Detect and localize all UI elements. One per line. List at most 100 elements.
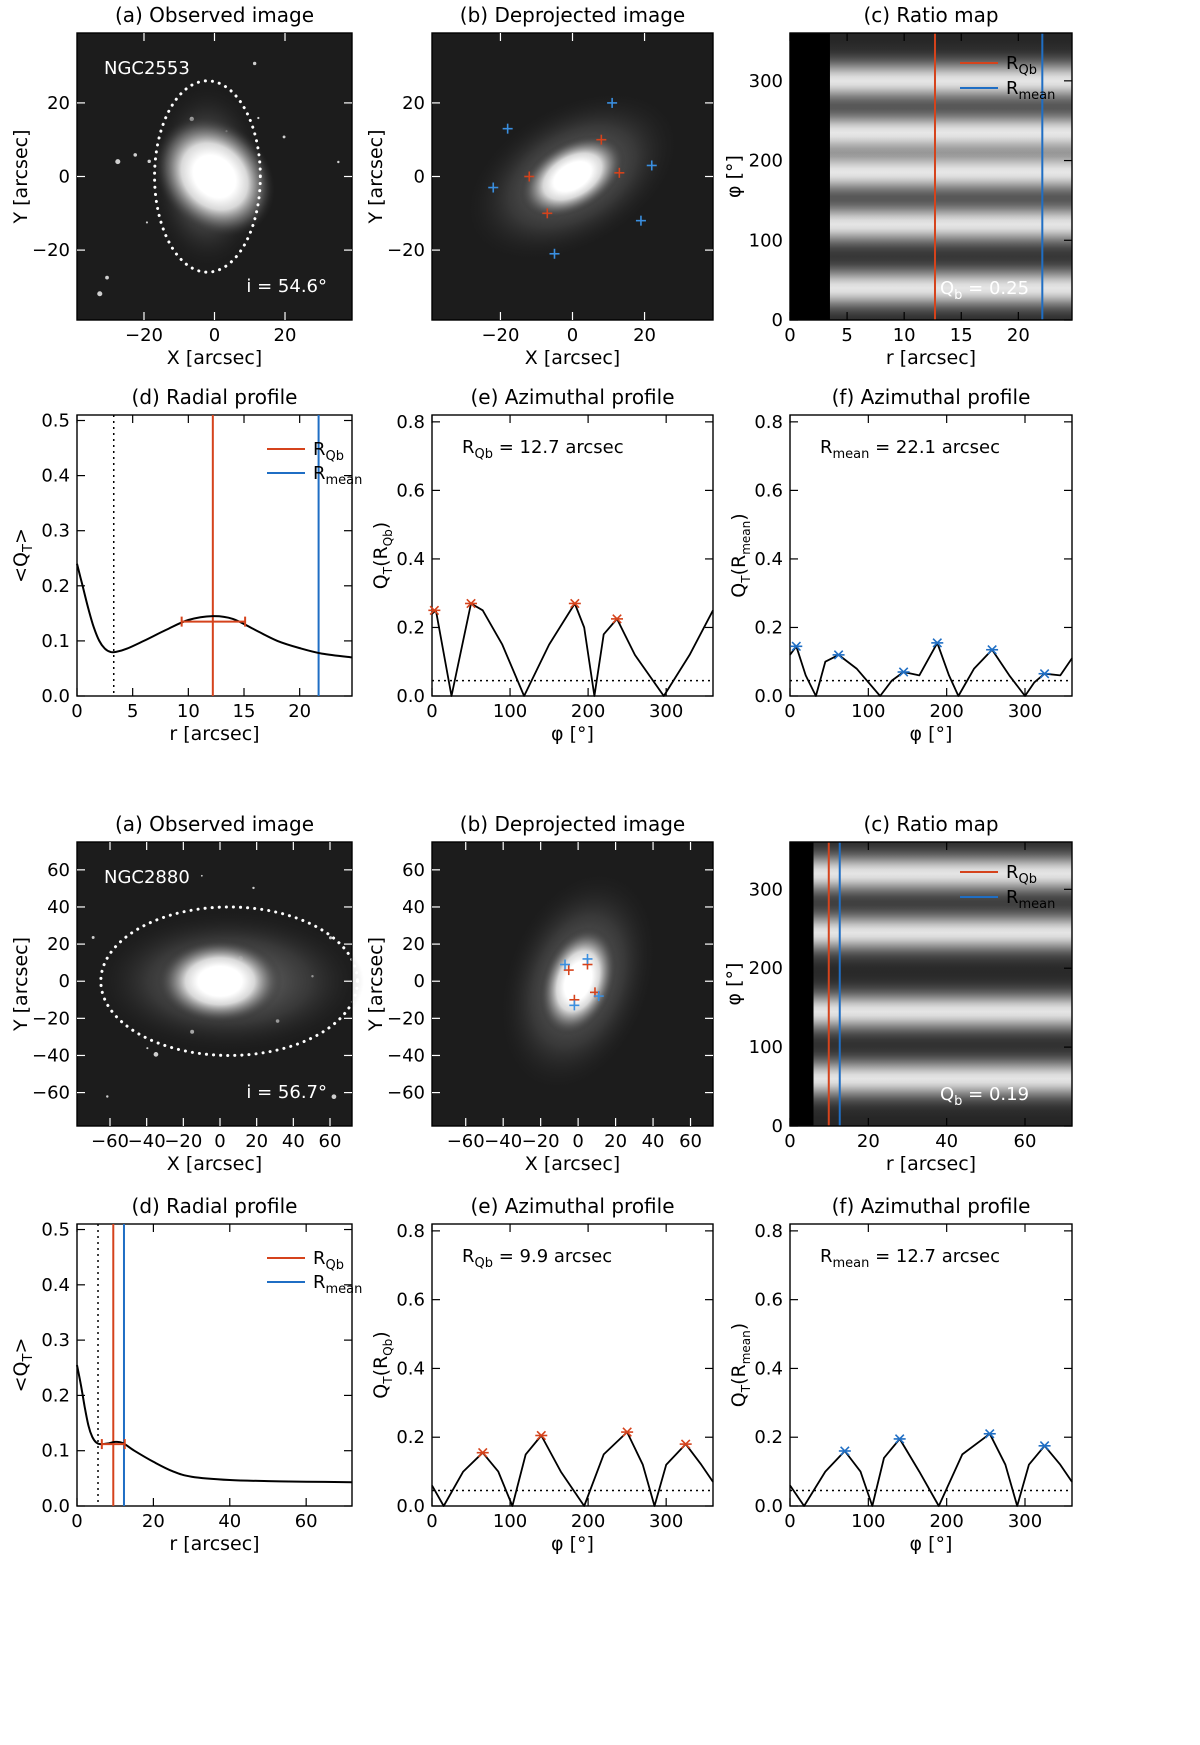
g1-e-frame	[431, 414, 714, 697]
g2-a-ytick-label: 20	[47, 934, 70, 955]
g2-e-radius-label: RQb = 9.9 arcsec	[462, 1246, 612, 1271]
g2-c-ratio-map	[790, 842, 1072, 1126]
g2-a-ytick-label: 60	[47, 860, 70, 881]
g1-b-xlabel: X [arcsec]	[525, 347, 620, 369]
g2-f-peak-marker	[840, 1446, 850, 1456]
g2-e-ytick-label: 0.6	[396, 1290, 425, 1311]
g2-c-masked-region	[790, 842, 814, 1126]
g1-a-galaxy-core	[154, 116, 275, 237]
g1-f-peak-marker	[1039, 668, 1050, 679]
g2-b-xlabel: X [arcsec]	[525, 1153, 620, 1175]
g2-a-galaxy-core	[157, 938, 283, 1024]
g1-b-ylabel: Y [arcsec]	[365, 130, 387, 225]
g2-c-ytick-label: 200	[749, 958, 783, 979]
g2-c-title: (c) Ratio map	[863, 812, 998, 836]
g2-d-xtick-label: 40	[218, 1511, 241, 1532]
g1-d-ytick-label: 0.5	[41, 411, 70, 432]
g2-b-title: (b) Deprojected image	[460, 812, 685, 836]
g2-c-qb-label: Qb = 0.19	[940, 1084, 1029, 1109]
g1-a-star	[337, 160, 340, 164]
g2-f-ytick-label: 0.4	[754, 1358, 783, 1379]
g1-e-ytick-label: 0.2	[396, 617, 425, 638]
g1-d-xtick-label: 5	[127, 701, 138, 722]
g2-e-ylabel: QT(RQb)	[370, 1331, 395, 1398]
g2-e-xtick-label: 0	[426, 1511, 437, 1532]
g2-e-ytick-label: 0.0	[396, 1496, 425, 1517]
g1-c-legend-rqb: RQb	[1006, 53, 1037, 78]
g2-a-xlabel: X [arcsec]	[167, 1153, 262, 1175]
g1-d-ytick-label: 0.4	[41, 466, 70, 487]
g2-c-xtick-label: 20	[857, 1131, 880, 1152]
g1-d-xtick-label: 15	[233, 701, 256, 722]
g1-f-radius-label: Rmean = 22.1 arcsec	[820, 437, 1000, 462]
g1-e-profile-line	[431, 602, 714, 697]
g2-a-xtick-label: −20	[164, 1131, 202, 1152]
g2-f-peak-marker	[984, 1429, 995, 1439]
g1-e-ytick-label: 0.0	[396, 686, 425, 707]
g2-e-profile-line	[431, 1431, 714, 1507]
g1-a-star	[147, 159, 151, 164]
g1-a-star	[115, 159, 121, 165]
g1-a-xtick-label: 20	[274, 325, 297, 346]
g1-c-qb-label: Qb = 0.25	[940, 278, 1029, 303]
g2-d-ytick-label: 0.2	[41, 1385, 70, 1406]
g2-d-xtick-label: 60	[295, 1511, 318, 1532]
g2-f-xtick-label: 0	[784, 1511, 795, 1532]
g1-d-profile-line	[76, 563, 353, 659]
g1-f-xtick-label: 100	[851, 701, 885, 722]
g2-a-title: (a) Observed image	[115, 812, 314, 836]
g1-a-star	[97, 291, 103, 297]
g2-f-title: (f) Azimuthal profile	[832, 1194, 1031, 1218]
g2-f-xtick-label: 300	[1008, 1511, 1042, 1532]
g1-c-xtick-label: 20	[1007, 325, 1030, 346]
g2-c-ytick-label: 100	[749, 1037, 783, 1058]
g2-b-xtick-label: −20	[522, 1131, 560, 1152]
g1-b-ytick-label: 20	[402, 93, 425, 114]
g2-a-star	[200, 874, 203, 877]
g1-d-xtick-label: 10	[177, 701, 200, 722]
g1-c-ytick-label: 300	[749, 71, 783, 92]
g1-e-title: (e) Azimuthal profile	[470, 385, 674, 409]
g1-e-xtick-label: 0	[426, 701, 437, 722]
g1-e-ytick-label: 0.4	[396, 549, 425, 570]
g1-f-peak-marker	[898, 667, 909, 677]
g1-a-isophote-ellipse	[153, 79, 262, 274]
g1-d-ylabel: <QT>	[10, 528, 36, 583]
g2-a-xtick-label: 40	[282, 1131, 305, 1152]
g1-d-ytick-label: 0.0	[41, 686, 70, 707]
g1-f-ytick-label: 0.6	[754, 480, 783, 501]
g1-a-galaxy-name: NGC2553	[104, 58, 190, 79]
g2-f-radius-label: Rmean = 12.7 arcsec	[820, 1246, 1000, 1271]
g2-c-legend-rqb: RQb	[1006, 862, 1037, 887]
g2-f-ytick-label: 0.8	[754, 1221, 783, 1242]
g2-e-frame	[431, 1223, 714, 1507]
g1-f-xtick-label: 200	[929, 701, 963, 722]
g1-f-peak-marker	[932, 638, 943, 648]
g2-a-galaxy-name: NGC2880	[104, 867, 190, 888]
g1-c-ytick-label: 100	[749, 230, 783, 251]
g2-f-xtick-label: 100	[851, 1511, 885, 1532]
g2-f-profile-line	[789, 1432, 1073, 1507]
g2-d-legend-rmean: Rmean	[313, 1272, 362, 1297]
g2-c-xtick-label: 40	[935, 1131, 958, 1152]
g2-a-xtick-label: 20	[245, 1131, 268, 1152]
g1-c-xtick-label: 10	[893, 325, 916, 346]
g2-a-star	[153, 1052, 159, 1057]
g1-f-xtick-label: 0	[784, 701, 795, 722]
g2-e-peak-marker	[680, 1439, 691, 1449]
g1-e-peak-marker	[612, 614, 622, 624]
g1-f-title: (f) Azimuthal profile	[832, 385, 1031, 409]
g1-b-xtick-label: 20	[633, 325, 656, 346]
g2-a-xtick-label: −40	[128, 1131, 166, 1152]
g2-b-ytick-label: −40	[387, 1045, 425, 1066]
g1-c-xtick-label: 5	[841, 325, 852, 346]
g2-b-xtick-label: 0	[572, 1131, 583, 1152]
g1-f-ytick-label: 0.8	[754, 412, 783, 433]
g1-d-xtick-label: 20	[288, 701, 311, 722]
g2-a-isophote-ellipse	[99, 905, 359, 1057]
g2-d-ytick-label: 0.0	[41, 1496, 70, 1517]
g1-e-ytick-label: 0.6	[396, 480, 425, 501]
g2-a-ylabel: Y [arcsec]	[10, 937, 32, 1032]
g1-b-xtick-label: −20	[481, 325, 519, 346]
g2-c-ylabel: φ [°]	[723, 963, 745, 1006]
